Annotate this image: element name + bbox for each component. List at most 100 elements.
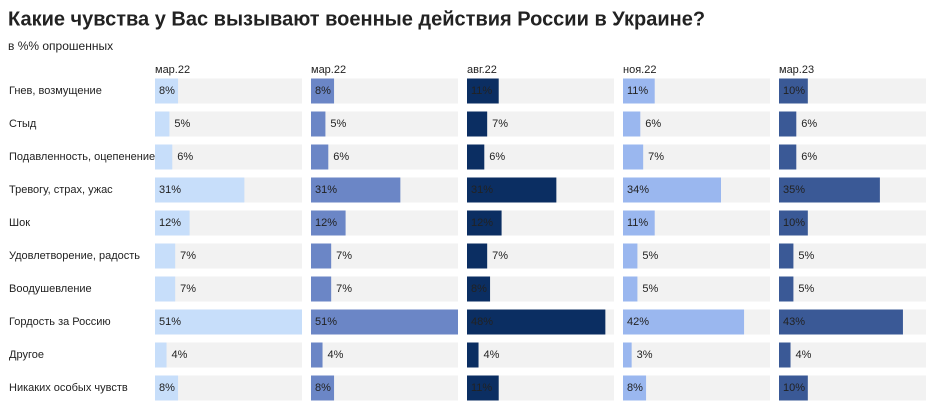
row-background xyxy=(623,111,770,137)
bar xyxy=(623,309,745,335)
bar xyxy=(311,210,346,236)
value-label: 4% xyxy=(172,349,188,361)
value-label: 8% xyxy=(627,382,643,394)
value-label: 5% xyxy=(642,283,658,295)
category-label: Стыд xyxy=(9,118,37,130)
panel-label: ноя.22 xyxy=(623,64,656,76)
value-label: 4% xyxy=(796,349,812,361)
bar xyxy=(779,309,903,335)
row-background xyxy=(311,342,458,368)
value-label: 4% xyxy=(328,349,344,361)
value-label: 43% xyxy=(783,316,805,328)
bar xyxy=(623,111,641,137)
chart-subtitle: в %% опрошенных xyxy=(8,39,113,53)
value-label: 10% xyxy=(783,382,805,394)
bar xyxy=(779,276,794,302)
bar xyxy=(155,177,245,203)
row-background xyxy=(779,243,926,269)
value-label: 5% xyxy=(798,250,814,262)
bar xyxy=(467,144,485,170)
row-background xyxy=(467,144,614,170)
row-background xyxy=(467,342,614,368)
bar xyxy=(311,111,326,137)
value-label: 34% xyxy=(627,184,649,196)
row-background xyxy=(779,144,926,170)
row-background xyxy=(311,243,458,269)
value-label: 51% xyxy=(159,316,181,328)
value-label: 6% xyxy=(177,151,193,163)
row-background xyxy=(155,276,302,302)
value-label: 48% xyxy=(471,316,493,328)
bar xyxy=(467,342,479,368)
row-background xyxy=(623,342,770,368)
row-background xyxy=(311,375,458,401)
value-label: 12% xyxy=(159,217,181,229)
bar xyxy=(467,210,502,236)
bar xyxy=(779,78,808,104)
row-background xyxy=(155,375,302,401)
row-background xyxy=(623,243,770,269)
category-label: Удовлетворение, радость xyxy=(9,250,140,262)
bar xyxy=(155,375,179,401)
value-label: 7% xyxy=(648,151,664,163)
bar xyxy=(467,375,499,401)
value-label: 7% xyxy=(336,250,352,262)
value-label: 3% xyxy=(637,349,653,361)
bar xyxy=(311,276,332,302)
bar xyxy=(155,243,176,269)
bar xyxy=(779,111,797,137)
bar xyxy=(155,309,302,335)
value-label: 51% xyxy=(315,316,337,328)
bar xyxy=(779,375,808,401)
bar xyxy=(311,375,335,401)
bar xyxy=(155,210,190,236)
value-label: 8% xyxy=(471,283,487,295)
value-label: 5% xyxy=(642,250,658,262)
panel-label: авг.22 xyxy=(467,64,497,76)
value-label: 12% xyxy=(471,217,493,229)
value-label: 31% xyxy=(471,184,493,196)
row-background xyxy=(779,342,926,368)
row-background xyxy=(155,144,302,170)
bar xyxy=(311,309,458,335)
value-label: 5% xyxy=(174,118,190,130)
row-background xyxy=(779,111,926,137)
value-label: 8% xyxy=(159,85,175,97)
value-label: 11% xyxy=(471,382,492,394)
bar xyxy=(467,111,488,137)
bar xyxy=(623,243,638,269)
value-label: 8% xyxy=(315,85,331,97)
value-label: 10% xyxy=(783,217,805,229)
row-background xyxy=(155,243,302,269)
row-background xyxy=(623,144,770,170)
row-background xyxy=(623,276,770,302)
row-background xyxy=(623,375,770,401)
row-background xyxy=(155,78,302,104)
value-label: 6% xyxy=(801,118,817,130)
bar xyxy=(623,78,655,104)
row-background xyxy=(311,276,458,302)
row-background xyxy=(467,243,614,269)
value-label: 5% xyxy=(798,283,814,295)
bar xyxy=(311,243,332,269)
row-background xyxy=(779,276,926,302)
bar xyxy=(311,177,401,203)
row-background xyxy=(311,78,458,104)
category-label: Воодушевление xyxy=(9,283,92,295)
value-label: 8% xyxy=(315,382,331,394)
value-label: 7% xyxy=(336,283,352,295)
value-label: 6% xyxy=(801,151,817,163)
panel-label: мар.23 xyxy=(779,64,814,76)
value-label: 42% xyxy=(627,316,649,328)
value-label: 4% xyxy=(484,349,500,361)
row-background xyxy=(467,111,614,137)
bar xyxy=(155,78,179,104)
value-label: 6% xyxy=(489,151,505,163)
bar xyxy=(467,309,606,335)
bar xyxy=(623,375,647,401)
value-label: 12% xyxy=(315,217,337,229)
bar xyxy=(155,342,167,368)
category-label: Никаких особых чувств xyxy=(9,382,128,394)
bar xyxy=(155,111,170,137)
value-label: 11% xyxy=(471,85,492,97)
